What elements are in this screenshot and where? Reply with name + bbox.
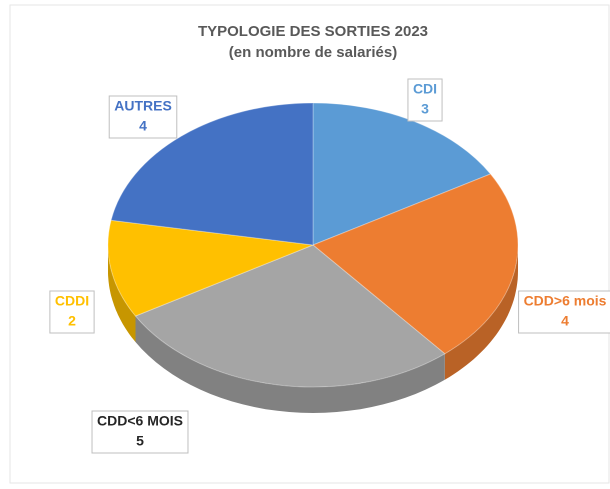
slice bbox=[312, 173, 519, 355]
data-label-value: 5 bbox=[136, 433, 144, 449]
data-label-box bbox=[108, 95, 178, 139]
data-label-name: CDDI bbox=[55, 293, 89, 309]
data-label-name: CDI bbox=[413, 81, 437, 97]
data-label: CDI 3 bbox=[407, 78, 443, 122]
slice-side bbox=[108, 245, 136, 342]
slice-side bbox=[135, 316, 445, 413]
data-label-value: 4 bbox=[139, 118, 147, 134]
data-label-value: 3 bbox=[421, 101, 429, 117]
data-label-box bbox=[518, 290, 610, 334]
slice-side bbox=[444, 245, 518, 380]
data-label: CDDI 2 bbox=[49, 290, 95, 334]
chart-title: TYPOLOGIE DES SORTIES 2023 bbox=[198, 23, 428, 40]
data-label: CDD>6 mois 4 bbox=[518, 290, 610, 334]
data-label-box bbox=[407, 78, 443, 122]
pie-sides bbox=[108, 245, 518, 413]
data-label-value: 4 bbox=[561, 313, 569, 329]
data-label: AUTRES 4 bbox=[108, 95, 178, 139]
slice bbox=[107, 219, 314, 317]
data-label-name: CDD>6 mois bbox=[524, 293, 607, 309]
data-label-name: CDD<6 MOIS bbox=[97, 413, 183, 429]
data-label: CDD<6 MOIS 5 bbox=[91, 410, 189, 454]
data-label-name: AUTRES bbox=[114, 98, 172, 114]
chart-frame bbox=[9, 4, 610, 484]
slice bbox=[110, 102, 314, 246]
slice bbox=[134, 244, 446, 388]
data-label-value: 2 bbox=[68, 313, 76, 329]
data-labels: CDI 3 CDD>6 mois 4 CDD<6 MOIS 5 CDDI 2 AUTRES 4 bbox=[49, 78, 610, 454]
slice bbox=[312, 102, 492, 246]
pie-tops bbox=[107, 102, 519, 388]
data-label-box bbox=[49, 290, 95, 334]
data-label-box bbox=[91, 410, 189, 454]
chart-subtitle: (en nombre de salariés) bbox=[229, 44, 397, 61]
